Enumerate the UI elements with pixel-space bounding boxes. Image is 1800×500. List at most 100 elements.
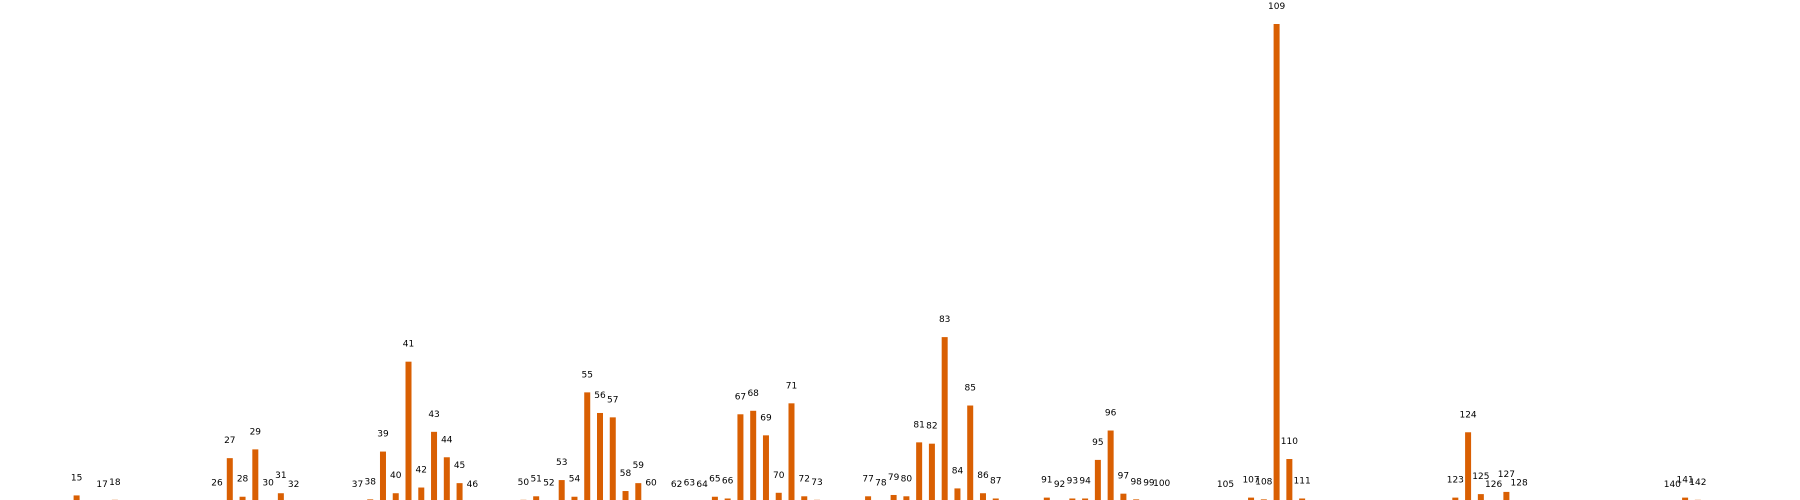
bar-label-127: 127 [1498,470,1515,480]
bar-69 [762,435,769,500]
bar-label-72: 72 [799,474,810,484]
bar-label-39: 39 [377,430,389,440]
bar-66 [724,498,731,500]
bar-label-79: 79 [888,473,900,483]
bar-141 [1682,497,1689,500]
bar-label-92: 92 [1054,480,1065,490]
bar-label-110: 110 [1281,437,1298,447]
bar-label-38: 38 [364,477,376,487]
bar-label-96: 96 [1105,409,1117,419]
bar-label-67: 67 [735,392,746,402]
bar-label-141: 141 [1677,476,1694,486]
bar-label-73: 73 [811,478,822,488]
bar-96 [1107,430,1114,500]
bar-label-128: 128 [1511,479,1528,489]
bar-85 [967,405,974,500]
bar-label-27: 27 [224,436,235,446]
bar-label-54: 54 [569,475,581,485]
bar-label-84: 84 [952,466,964,476]
bar-label-111: 111 [1294,476,1311,486]
bar-label-80: 80 [901,474,913,484]
bar-label-51: 51 [530,474,541,484]
bar-label-81: 81 [913,420,924,430]
bar-label-70: 70 [773,471,785,481]
bar-label-105: 105 [1217,480,1234,490]
bar-123 [1452,497,1459,500]
bar-label-26: 26 [211,479,223,489]
bar-95 [1094,459,1101,500]
bar-label-65: 65 [709,475,720,485]
bar-82 [928,443,935,500]
bar-label-77: 77 [862,474,873,484]
bar-72 [801,496,808,500]
bar-54 [571,496,578,500]
bar-29 [252,449,259,500]
bar-label-53: 53 [556,458,567,468]
bar-label-87: 87 [990,476,1001,486]
bar-44 [443,457,450,500]
bar-label-142: 142 [1689,478,1706,488]
bar-127 [1503,491,1510,500]
bar-39 [379,451,386,500]
bar-label-62: 62 [671,480,682,490]
bar-45 [456,483,463,500]
bar-124 [1465,432,1472,500]
bar-81 [916,442,923,500]
bar-31 [277,493,284,500]
bar-53 [558,480,565,500]
bar-label-109: 109 [1268,2,1285,12]
bar-109 [1273,24,1280,500]
bar-label-94: 94 [1079,476,1091,486]
bar-label-57: 57 [607,395,618,405]
bar-label-125: 125 [1472,472,1489,482]
bar-label-83: 83 [939,315,950,325]
bar-label-64: 64 [696,480,708,490]
bar-58 [622,491,629,500]
bar-27 [226,458,233,500]
bar-83 [941,337,948,500]
bar-94 [1082,498,1089,500]
bar-series [73,24,1701,500]
bar-label-50: 50 [518,478,530,488]
bar-93 [1069,498,1076,500]
bar-label-42: 42 [416,466,427,476]
bar-86 [979,493,986,500]
bar-label-40: 40 [390,471,402,481]
bar-label-85: 85 [964,384,975,394]
bar-110 [1286,459,1293,500]
bar-label-68: 68 [747,389,759,399]
bar-label-86: 86 [977,471,989,481]
bar-70 [775,492,782,500]
bar-label-55: 55 [582,370,593,380]
bar-label-71: 71 [786,381,797,391]
bar-label-78: 78 [875,479,887,489]
bar-label-45: 45 [454,461,465,471]
bar-65 [711,496,718,500]
bar-111 [1299,498,1306,500]
bar-67 [737,414,744,500]
bar-87 [992,498,999,500]
bar-57 [609,417,616,500]
bar-label-99: 99 [1143,479,1155,489]
bar-label-52: 52 [543,478,554,488]
bar-label-29: 29 [250,427,262,437]
bar-label-93: 93 [1067,476,1078,486]
bar-59 [635,483,642,500]
bar-56 [597,412,603,500]
bar-41 [405,361,412,500]
bar-label-82: 82 [926,422,937,432]
bar-28 [239,496,246,500]
bar-125 [1477,494,1484,500]
bar-68 [750,410,757,500]
bar-71 [788,403,795,500]
bar-label-107: 107 [1242,476,1259,486]
bar-label-31: 31 [275,471,286,481]
bar-label-97: 97 [1118,472,1129,482]
bar-43 [431,431,438,500]
bar-80 [903,496,910,500]
bar-label-98: 98 [1130,477,1142,487]
bar-label-32: 32 [288,480,299,490]
bar-51 [533,496,540,500]
